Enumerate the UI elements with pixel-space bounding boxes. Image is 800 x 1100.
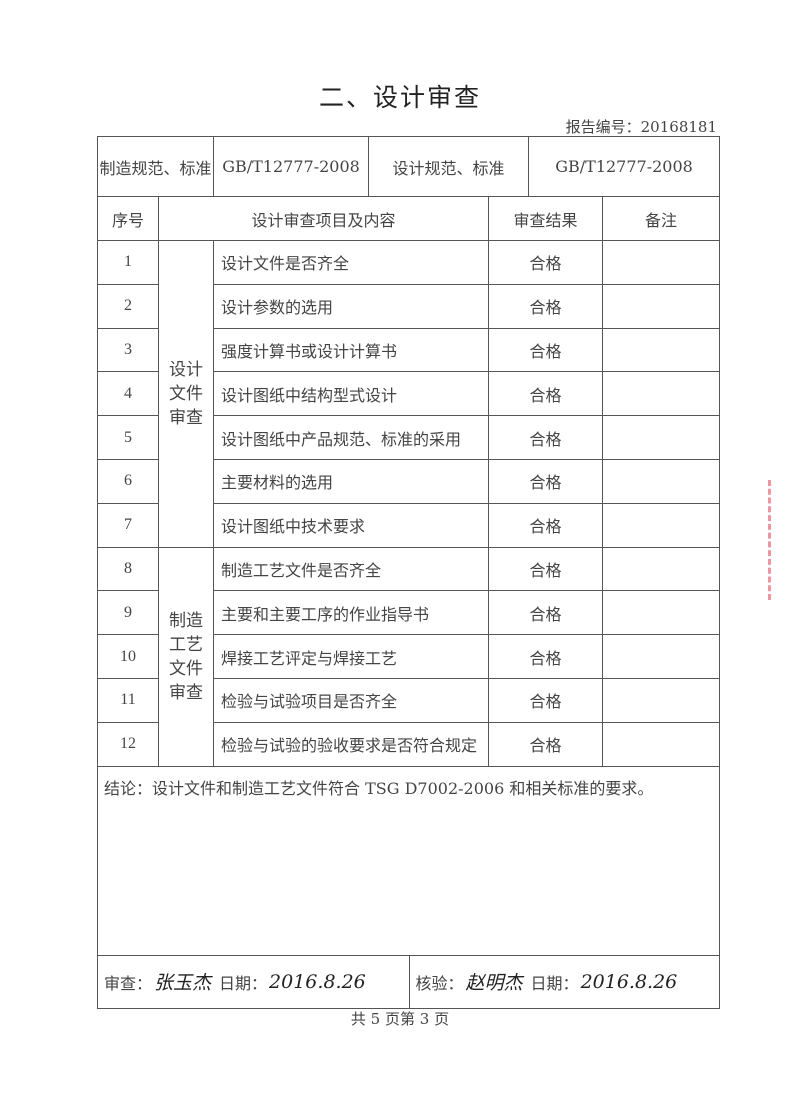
review-item: 强度计算书或设计计算书 bbox=[213, 327, 490, 373]
review-item: 设计参数的选用 bbox=[213, 283, 490, 329]
table-row: 6 主要材料的选用 合格 bbox=[97, 458, 721, 504]
row-remarks bbox=[602, 415, 721, 460]
review-result: 合格 bbox=[488, 415, 604, 460]
review-label: 审查： bbox=[104, 973, 153, 993]
table-row: 10 焊接工艺评定与焊接工艺 合格 bbox=[97, 634, 721, 679]
header-seq: 序号 bbox=[97, 196, 159, 241]
review-item: 制造工艺文件是否齐全 bbox=[213, 546, 490, 592]
review-result: 合格 bbox=[488, 634, 604, 679]
row-number: 3 bbox=[97, 327, 159, 373]
design-standard-label: 设计规范、标准 bbox=[368, 136, 530, 197]
review-result: 合格 bbox=[488, 502, 604, 548]
page-title: 二、设计审查 bbox=[318, 83, 481, 112]
design-standard-value: GB/T12777-2008 bbox=[528, 136, 721, 197]
review-result: 合格 bbox=[488, 721, 604, 767]
table-row: 3 强度计算书或设计计算书 合格 bbox=[97, 327, 721, 373]
row-number: 12 bbox=[97, 721, 159, 767]
conclusion-row: 结论：设计文件和制造工艺文件符合 TSG D7002-2006 和相关标准的要求… bbox=[96, 765, 721, 956]
review-item: 设计图纸中技术要求 bbox=[213, 502, 490, 548]
review-result: 合格 bbox=[488, 283, 604, 329]
manufacture-standard-value: GB/T12777-2008 bbox=[213, 136, 370, 197]
design-review-table: 制造规范、标准 GB/T12777-2008 设计规范、标准 GB/T12777… bbox=[96, 136, 721, 1009]
review-item: 主要和主要工序的作业指导书 bbox=[213, 590, 490, 636]
row-remarks bbox=[602, 240, 721, 285]
review-item: 检验与试验项目是否齐全 bbox=[213, 677, 490, 723]
group-label: 设计 文件 审查 bbox=[157, 240, 215, 548]
row-number: 11 bbox=[97, 677, 159, 723]
table-row: 12 检验与试验的验收要求是否符合规定 合格 bbox=[97, 721, 721, 767]
row-remarks bbox=[602, 721, 721, 767]
signoff-cell: 审查： 张玉杰 日期： 2016.8.26 核验： 赵明杰 日期： 2016.8.26 bbox=[96, 954, 721, 1009]
manufacture-standard-label: 制造规范、标准 bbox=[96, 136, 215, 197]
row-remarks bbox=[602, 502, 721, 548]
review-item: 检验与试验的验收要求是否符合规定 bbox=[213, 721, 490, 767]
group-label: 制造 工艺 文件 审查 bbox=[157, 546, 215, 767]
review-result: 合格 bbox=[488, 240, 604, 285]
review-date: 2016.8.26 bbox=[269, 970, 366, 993]
row-number: 2 bbox=[97, 283, 159, 329]
row-number: 8 bbox=[97, 546, 159, 592]
row-remarks bbox=[602, 590, 721, 636]
review-item: 主要材料的选用 bbox=[213, 458, 490, 504]
table-row: 2 设计参数的选用 合格 bbox=[97, 283, 721, 329]
row-number: 4 bbox=[97, 371, 159, 417]
review-result: 合格 bbox=[488, 677, 604, 723]
header-remarks: 备注 bbox=[602, 196, 721, 241]
verify-date-label: 日期： bbox=[530, 973, 579, 993]
review-item: 设计文件是否齐全 bbox=[213, 240, 490, 285]
row-remarks bbox=[602, 327, 721, 373]
verify-signoff: 核验： 赵明杰 日期： 2016.8.26 bbox=[408, 955, 720, 1008]
review-signoff: 审查： 张玉杰 日期： 2016.8.26 bbox=[98, 956, 409, 1008]
row-number: 5 bbox=[97, 415, 159, 460]
header-result: 审查结果 bbox=[488, 196, 604, 241]
row-number: 10 bbox=[97, 634, 159, 679]
review-result: 合格 bbox=[488, 546, 604, 592]
review-item: 焊接工艺评定与焊接工艺 bbox=[213, 634, 490, 679]
report-number: 报告编号：20168181 bbox=[565, 118, 717, 136]
row-number: 6 bbox=[97, 458, 159, 504]
table-row: 11 检验与试验项目是否齐全 合格 bbox=[97, 677, 721, 723]
table-row: 7 设计图纸中技术要求 合格 bbox=[97, 502, 721, 548]
header-row: 序号 设计审查项目及内容 审查结果 备注 bbox=[97, 196, 721, 241]
verify-signature: 赵明杰 bbox=[465, 972, 523, 995]
row-remarks bbox=[602, 283, 721, 329]
review-result: 合格 bbox=[488, 458, 604, 504]
row-number: 1 bbox=[97, 240, 159, 285]
table-row: 4 设计图纸中结构型式设计 合格 bbox=[97, 371, 721, 417]
verify-label: 核验： bbox=[415, 973, 464, 993]
row-remarks bbox=[602, 458, 721, 504]
row-remarks bbox=[602, 546, 721, 592]
signoff-container: 审查： 张玉杰 日期： 2016.8.26 核验： 赵明杰 日期： 2016.8.26 bbox=[98, 955, 720, 1008]
review-item: 设计图纸中产品规范、标准的采用 bbox=[213, 415, 490, 460]
review-item: 设计图纸中结构型式设计 bbox=[213, 371, 490, 417]
row-remarks bbox=[602, 634, 721, 679]
review-result: 合格 bbox=[488, 327, 604, 373]
row-remarks bbox=[602, 677, 721, 723]
review-result: 合格 bbox=[488, 590, 604, 636]
header-item: 设计审查项目及内容 bbox=[157, 196, 490, 241]
row-number: 7 bbox=[97, 502, 159, 548]
conclusion: 结论：设计文件和制造工艺文件符合 TSG D7002-2006 和相关标准的要求… bbox=[96, 765, 721, 956]
review-date-label: 日期： bbox=[219, 973, 268, 993]
table-row: 1 设计 文件 审查 设计文件是否齐全 合格 bbox=[97, 240, 721, 548]
standards-row: 制造规范、标准 GB/T12777-2008 设计规范、标准 GB/T12777… bbox=[96, 136, 721, 197]
review-signature: 张玉杰 bbox=[154, 972, 212, 995]
page-footer: 共 5 页第 3 页 bbox=[350, 1010, 450, 1028]
review-result: 合格 bbox=[488, 371, 604, 417]
row-remarks bbox=[602, 371, 721, 417]
row-number: 9 bbox=[97, 590, 159, 636]
table-row: 8 制造 工艺 文件 审查 制造工艺文件是否齐全 合格 bbox=[97, 546, 721, 767]
signoff-row: 审查： 张玉杰 日期： 2016.8.26 核验： 赵明杰 日期： 2016.8.26 bbox=[96, 954, 721, 1009]
verify-date: 2016.8.26 bbox=[580, 970, 678, 993]
seal-edge bbox=[768, 480, 779, 600]
